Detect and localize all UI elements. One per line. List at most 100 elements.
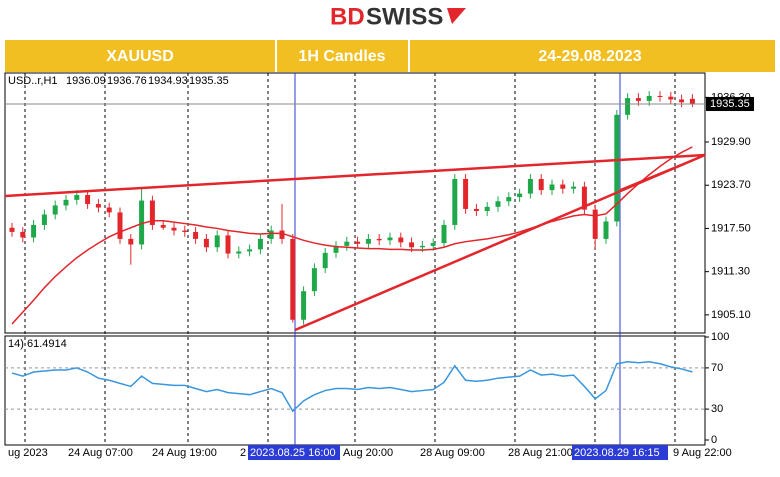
y-tick-label: 1911.30 <box>711 266 750 278</box>
x-tick-label: 2023.08.29 16:15 <box>574 447 660 459</box>
rsi-tick-label: 0 <box>711 434 717 446</box>
candle-body <box>560 184 566 189</box>
candle-body <box>646 96 652 101</box>
candle-body <box>31 224 37 238</box>
plot <box>5 91 705 413</box>
rsi-line <box>11 360 693 413</box>
candle-body <box>214 235 220 248</box>
candle-body <box>549 184 555 191</box>
price-tag <box>706 97 754 112</box>
candle-body <box>635 98 641 101</box>
moving-average <box>11 146 693 325</box>
candle-body <box>95 204 101 208</box>
rsi-tick-label: 100 <box>711 331 729 343</box>
candle-body <box>279 230 285 239</box>
x-tick-label: 28 Aug 09:00 <box>420 447 485 459</box>
candle-body <box>365 238 371 244</box>
candle-body <box>679 99 685 103</box>
candle-body <box>387 237 393 241</box>
candle-body <box>517 193 523 198</box>
candle-body <box>527 178 533 194</box>
y-tick-label: 1923.70 <box>711 179 751 191</box>
candle-body <box>182 230 188 232</box>
candle-body <box>419 245 425 248</box>
candle-body <box>603 221 609 239</box>
candle-body <box>193 231 199 239</box>
candle-body <box>257 238 263 250</box>
candle-body <box>430 243 436 246</box>
x-tick-label: 2023.08.25 16:00 <box>250 447 336 459</box>
x-tick-label: 2 <box>240 447 246 459</box>
rsi-tick-label: 30 <box>711 403 723 415</box>
candle-body <box>268 230 274 239</box>
candle-body <box>301 291 307 320</box>
candle-body <box>409 242 415 248</box>
y-tick-label: 1917.50 <box>711 222 751 234</box>
candle-body <box>344 241 350 246</box>
candle-body <box>322 252 328 269</box>
candle-body <box>333 245 339 253</box>
candle-body <box>484 206 490 212</box>
candle-body <box>41 214 47 225</box>
header-period: 24-29.08.2023 <box>538 48 641 65</box>
x-tick-label: 28 Aug 21:00 <box>508 447 573 459</box>
ohlc-value: 1936.76 <box>107 75 147 87</box>
candle-body <box>441 224 447 244</box>
candle-body <box>52 205 58 215</box>
rsi-tick-label: 70 <box>711 362 723 374</box>
time-grid <box>24 73 676 445</box>
candle-body <box>203 238 209 248</box>
candle-body <box>538 178 544 191</box>
candle-body <box>149 200 155 225</box>
candle-body <box>592 209 598 239</box>
candle-body <box>614 114 620 222</box>
candle-body <box>117 212 123 239</box>
x-tick-label: ug 2023 <box>8 447 48 459</box>
brand-flag <box>447 8 466 24</box>
brand-bd: BD <box>330 3 365 30</box>
price-tag-label: 1935.35 <box>710 98 750 110</box>
x-tick-label: 24 Aug 19:00 <box>152 447 217 459</box>
header-bar <box>5 40 775 72</box>
candle-body <box>355 241 361 244</box>
candle-body <box>657 96 663 98</box>
candle-body <box>625 98 631 115</box>
ohlc-value: 1935.35 <box>189 75 229 87</box>
candle-body <box>63 199 69 206</box>
candle-body <box>473 208 479 212</box>
candle-body <box>171 227 177 231</box>
header-symbol: XAUUSD <box>106 48 174 65</box>
candle-body <box>506 197 512 202</box>
time-highlight <box>572 445 668 460</box>
candle-body <box>85 194 91 205</box>
candle-body <box>311 268 317 292</box>
ohlc-value: 1936.09 <box>66 75 106 87</box>
symbol-label: USD..r,H1 <box>8 75 58 87</box>
candle-body <box>160 224 166 228</box>
candle-body <box>571 186 577 189</box>
candle-body <box>247 249 253 252</box>
candle-body <box>668 96 674 100</box>
trend-line <box>619 154 706 191</box>
brand-swiss: SWISS <box>366 3 443 30</box>
candle-body <box>20 231 26 238</box>
candle-body <box>9 227 15 232</box>
time-highlight <box>248 445 340 460</box>
y-tick-label: 1929.90 <box>711 136 751 148</box>
candle-body <box>463 178 469 209</box>
header-timeframe: 1H Candles <box>298 48 385 65</box>
x-tick-label: 24 Aug 07:00 <box>68 447 133 459</box>
candle-body <box>128 238 134 245</box>
x-tick-label: Aug 20:00 <box>343 447 393 459</box>
candle-body <box>139 200 145 245</box>
candle-body <box>689 98 695 105</box>
candle-body <box>398 237 404 243</box>
candle-body <box>290 238 296 320</box>
x-tick-label: 9 Aug 22:00 <box>673 447 732 459</box>
ohlc-value: 1934.93 <box>148 75 188 87</box>
candle-body <box>236 251 242 254</box>
candle-body <box>581 186 587 210</box>
candle-body <box>452 178 458 225</box>
